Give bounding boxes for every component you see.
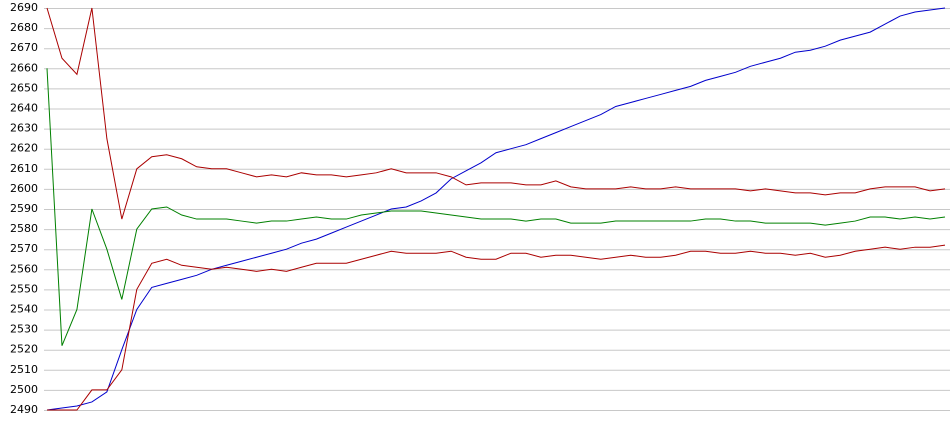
y-tick-label: 2590	[10, 202, 38, 215]
y-tick-label: 2610	[10, 162, 38, 175]
y-tick-label: 2630	[10, 122, 38, 135]
series-line	[46, 7, 946, 411]
y-tick-label: 2670	[10, 41, 38, 54]
series-line	[47, 244, 946, 411]
y-tick-label: 2530	[10, 323, 38, 336]
y-tick-label: 2660	[10, 61, 38, 74]
y-tick-label: 2650	[10, 81, 38, 94]
y-tick-label: 2580	[10, 222, 38, 235]
y-tick-label: 2550	[10, 282, 38, 295]
series-line	[46, 7, 946, 220]
y-tick-label: 2690	[10, 1, 38, 14]
y-tick-label: 2570	[10, 242, 38, 255]
y-tick-label: 2680	[10, 21, 38, 34]
y-tick-label: 2600	[10, 182, 38, 195]
y-tick-label: 2500	[10, 383, 38, 396]
y-tick-label: 2540	[10, 303, 38, 316]
y-tick-label: 2620	[10, 142, 38, 155]
series-line	[46, 68, 946, 346]
y-tick-label: 2560	[10, 262, 38, 275]
y-tick-label: 2640	[10, 102, 38, 115]
y-tick-label: 2510	[10, 363, 38, 376]
y-tick-label: 2490	[10, 403, 38, 416]
y-tick-label: 2520	[10, 343, 38, 356]
